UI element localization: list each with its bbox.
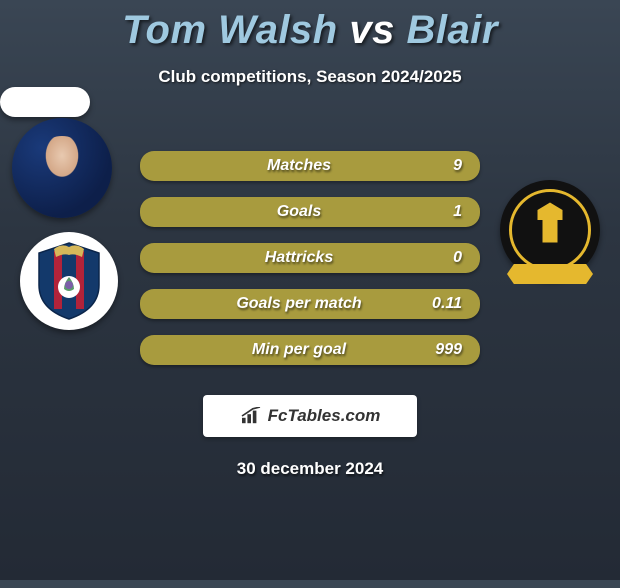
stat-row-goals: Goals 1	[140, 197, 480, 227]
stat-bars: Matches 9 Goals 1 Hattricks 0 Goals per …	[140, 151, 480, 365]
player1-club-badge	[20, 232, 118, 330]
stat-label: Goals per match	[140, 295, 418, 313]
player2-club-badge	[500, 180, 600, 280]
stat-value: 1	[418, 203, 462, 221]
stat-row-matches: Matches 9	[140, 151, 480, 181]
subtitle: Club competitions, Season 2024/2025	[0, 67, 620, 87]
title-vs: vs	[338, 8, 407, 52]
page-title: Tom Walsh vs Blair	[0, 8, 620, 53]
bar-chart-icon	[240, 407, 262, 425]
brand-text: FcTables.com	[268, 406, 381, 426]
stat-label: Goals	[140, 203, 418, 221]
stat-label: Hattricks	[140, 249, 418, 267]
stat-value: 0.11	[418, 295, 462, 313]
title-player2: Blair	[406, 8, 497, 52]
stat-row-hattricks: Hattricks 0	[140, 243, 480, 273]
club-badge-inner	[509, 189, 591, 271]
player1-avatar	[12, 118, 112, 218]
club-badge-ribbon	[507, 264, 593, 284]
brand-box: FcTables.com	[203, 395, 417, 437]
stat-row-goals-per-match: Goals per match 0.11	[140, 289, 480, 319]
player2-avatar	[0, 87, 90, 117]
stat-label: Min per goal	[140, 341, 418, 359]
club-crest-icon	[34, 241, 104, 321]
date-text: 30 december 2024	[0, 459, 620, 479]
stat-label: Matches	[140, 157, 418, 175]
stat-value: 0	[418, 249, 462, 267]
title-player1: Tom Walsh	[122, 8, 338, 52]
stat-value: 9	[418, 157, 462, 175]
stat-row-min-per-goal: Min per goal 999	[140, 335, 480, 365]
stat-value: 999	[418, 341, 462, 359]
